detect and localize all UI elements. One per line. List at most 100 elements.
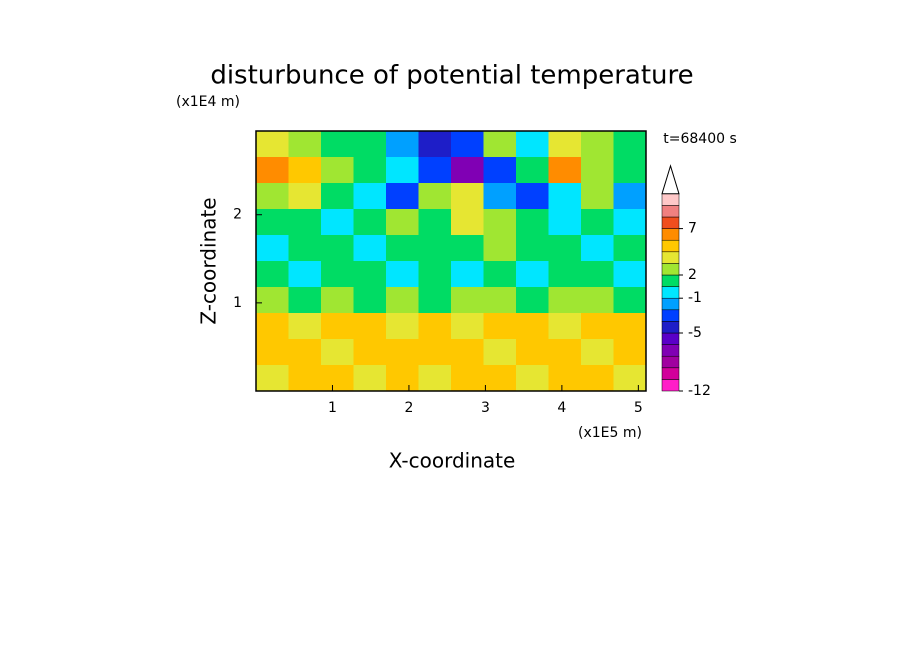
field-cell xyxy=(483,261,517,288)
field-cell xyxy=(386,313,419,340)
field-cell xyxy=(418,209,452,236)
field-cell xyxy=(548,183,582,210)
field-cell xyxy=(353,183,387,210)
field-cell xyxy=(321,183,354,210)
field-cell xyxy=(353,365,387,392)
y-axis-label: Z-coordinate xyxy=(197,197,221,324)
field-cell xyxy=(548,157,582,184)
x-axis-label: X-coordinate xyxy=(389,449,516,473)
field-cell xyxy=(451,261,484,288)
field-cell xyxy=(288,313,322,340)
colorbar-box xyxy=(661,379,680,392)
field-cell xyxy=(613,157,647,184)
field-cell xyxy=(581,183,614,210)
field-cell xyxy=(613,131,647,158)
field-cell xyxy=(386,235,419,262)
field-cell xyxy=(581,339,614,366)
x-tick-label: 1 xyxy=(328,400,337,416)
field-cell xyxy=(613,261,647,288)
colorbar-extension xyxy=(661,164,680,195)
field-cell xyxy=(418,157,452,184)
field-cell xyxy=(451,339,484,366)
field-cell xyxy=(613,313,647,340)
field-cell xyxy=(288,287,322,314)
field-cell xyxy=(613,183,647,210)
field-cell xyxy=(581,157,614,184)
colorbar-box xyxy=(661,355,680,369)
field-cell xyxy=(483,131,517,158)
field-cell xyxy=(516,183,549,210)
field-cell xyxy=(483,157,517,184)
field-cell xyxy=(256,365,289,392)
field-cell xyxy=(418,183,452,210)
colorbar-box xyxy=(661,367,680,380)
field-cell xyxy=(321,365,354,392)
field-cell xyxy=(581,261,614,288)
field-cell xyxy=(451,313,484,340)
field-cell xyxy=(516,157,549,184)
field-cell xyxy=(613,339,647,366)
field-cell xyxy=(288,365,322,392)
field-cell xyxy=(451,209,484,236)
field-cell xyxy=(451,183,484,210)
field-cell xyxy=(613,365,647,392)
field-cell xyxy=(483,235,517,262)
field-cell xyxy=(581,131,614,158)
field-cell xyxy=(581,365,614,392)
field-cell xyxy=(386,365,419,392)
field-cell xyxy=(321,131,354,158)
colorbar-tick-label: 2 xyxy=(688,267,697,283)
field-cell xyxy=(256,313,289,340)
field-cell xyxy=(548,209,582,236)
field-cell xyxy=(483,209,517,236)
y-tick-label: 1 xyxy=(233,295,242,311)
field-cell xyxy=(288,339,322,366)
field-cell xyxy=(516,287,549,314)
field-cell xyxy=(256,261,289,288)
field-cell xyxy=(483,365,517,392)
x-tick-label: 2 xyxy=(404,400,413,416)
field-cell xyxy=(353,209,387,236)
field-cell xyxy=(386,183,419,210)
field-cell xyxy=(548,131,582,158)
colorbar-box xyxy=(661,297,680,311)
colorbar-box xyxy=(661,228,680,241)
field-cell xyxy=(613,235,647,262)
field-cell xyxy=(321,339,354,366)
colorbar-box xyxy=(661,263,680,276)
colorbar-box xyxy=(661,332,680,345)
colorbar-box xyxy=(661,321,680,334)
x-tick-label: 3 xyxy=(481,400,490,416)
field-cell xyxy=(451,157,484,184)
field-cell xyxy=(321,287,354,314)
field-cell xyxy=(288,235,322,262)
colorbar-box xyxy=(661,216,680,229)
field-cell xyxy=(418,235,452,262)
field-cell xyxy=(548,261,582,288)
field-cell xyxy=(548,313,582,340)
field-cell xyxy=(386,339,419,366)
x-unit: (x1E5 m) xyxy=(578,425,642,441)
field-cell xyxy=(353,235,387,262)
field-cell xyxy=(288,131,322,158)
field-cell xyxy=(581,287,614,314)
colorbar-tick-label: -1 xyxy=(688,290,702,306)
field-cell xyxy=(451,131,484,158)
field-cell xyxy=(386,209,419,236)
colorbar-box xyxy=(661,274,680,287)
field-cell xyxy=(418,339,452,366)
colorbar-box xyxy=(661,309,680,322)
colorbar-tick-label: -5 xyxy=(688,325,702,341)
plot-frame xyxy=(255,130,647,392)
field-cell xyxy=(353,287,387,314)
field-cell xyxy=(321,209,354,236)
chart-title: disturbunce of potential temperature xyxy=(210,61,693,91)
field-cell xyxy=(321,235,354,262)
field-cell xyxy=(483,313,517,340)
field-cell xyxy=(516,235,549,262)
field-cell xyxy=(321,261,354,288)
field-cell xyxy=(256,183,289,210)
field-cell xyxy=(256,287,289,314)
field-cell xyxy=(516,261,549,288)
colorbar-tick-label: -12 xyxy=(688,383,711,399)
